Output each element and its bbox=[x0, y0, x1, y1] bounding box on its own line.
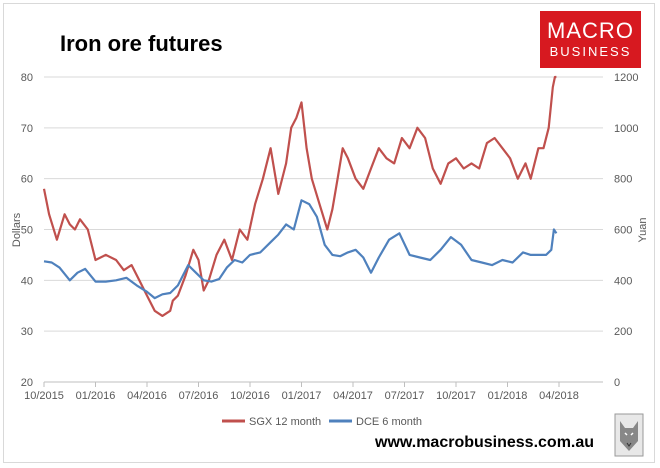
y2-tick-label: 1200 bbox=[614, 72, 638, 84]
x-tick-label: 04/2017 bbox=[333, 390, 373, 402]
x-tick-label: 01/2016 bbox=[76, 390, 116, 402]
chart-frame bbox=[3, 3, 655, 463]
y-tick-label: 30 bbox=[21, 326, 33, 338]
x-tick-label: 10/2015 bbox=[24, 390, 64, 402]
x-tick-label: 01/2018 bbox=[488, 390, 528, 402]
x-tick-label: 04/2016 bbox=[127, 390, 167, 402]
legend-label: SGX 12 month bbox=[249, 416, 321, 428]
y-tick-label: 40 bbox=[21, 275, 33, 287]
series-line-sgx bbox=[42, 75, 557, 317]
y-tick-label: 20 bbox=[21, 377, 33, 389]
x-tick-label: 01/2017 bbox=[282, 390, 322, 402]
x-tick-label: 07/2016 bbox=[179, 390, 219, 402]
y-tick-label: 80 bbox=[21, 72, 33, 84]
x-tick-label: 10/2017 bbox=[436, 390, 476, 402]
y2-tick-label: 200 bbox=[614, 326, 632, 338]
legend-label: DCE 6 month bbox=[356, 416, 422, 428]
y2-axis-title: Yuan bbox=[637, 217, 649, 242]
x-tick-label: 07/2017 bbox=[385, 390, 425, 402]
y-axis-title: Dollars bbox=[11, 212, 23, 247]
footer-url[interactable]: www.macrobusiness.com.au bbox=[375, 434, 595, 451]
logo-bottom-text: BUSINESS bbox=[549, 44, 632, 59]
y-tick-label: 60 bbox=[21, 174, 33, 186]
wolf-mascot-icon bbox=[614, 413, 644, 457]
y2-tick-label: 0 bbox=[614, 377, 620, 389]
y2-tick-label: 600 bbox=[614, 225, 632, 237]
y-tick-label: 70 bbox=[21, 123, 33, 135]
y2-tick-label: 1000 bbox=[614, 123, 638, 135]
chart-title: Iron ore futures bbox=[60, 31, 223, 56]
series-line-dce bbox=[43, 199, 558, 300]
macrobusiness-logo: MACRO BUSINESS bbox=[540, 11, 641, 68]
x-tick-label: 04/2018 bbox=[539, 390, 579, 402]
logo-top-text: MACRO bbox=[547, 18, 634, 43]
y2-tick-label: 400 bbox=[614, 275, 632, 287]
x-tick-label: 10/2016 bbox=[230, 390, 270, 402]
y2-tick-label: 800 bbox=[614, 174, 632, 186]
y-tick-label: 50 bbox=[21, 225, 33, 237]
